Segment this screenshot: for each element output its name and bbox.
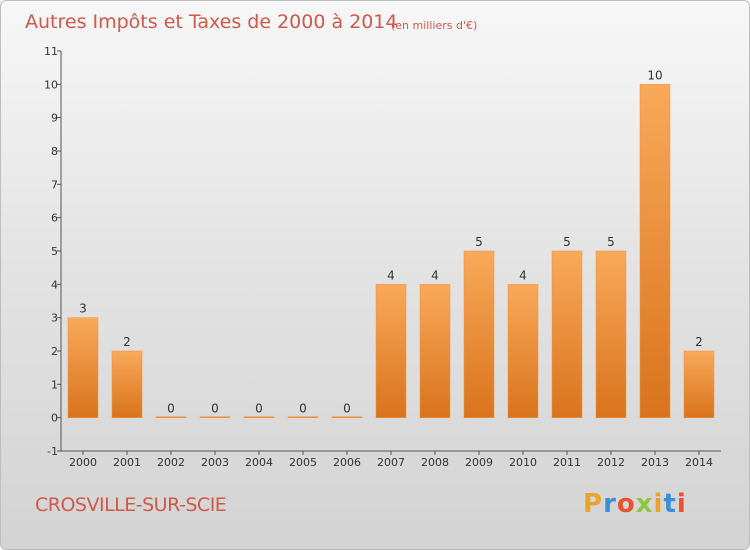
x-tick-label: 2009 xyxy=(465,456,493,469)
logo-letter: i xyxy=(653,489,664,519)
bar-value-label: 0 xyxy=(211,402,219,416)
bars-group: 3 2 0 0 0 0 0 4 4 5 4 5 5 10 2 xyxy=(67,68,715,418)
x-tick-label: 2011 xyxy=(553,456,581,469)
bar-2011 xyxy=(551,250,583,418)
bar-value-label: 0 xyxy=(167,402,175,416)
bar-value-label: 5 xyxy=(607,235,615,249)
proxiti-logo[interactable]: Proxiti xyxy=(583,489,687,519)
x-tick-label: 2010 xyxy=(509,456,537,469)
logo-letter: r xyxy=(603,489,617,519)
y-tick-label: 0 xyxy=(51,412,58,425)
y-tick-label: 8 xyxy=(51,145,58,158)
x-tick-label: 2003 xyxy=(201,456,229,469)
y-tick-label: 11 xyxy=(44,45,58,58)
bar-value-label: 0 xyxy=(343,402,351,416)
bar-2005 xyxy=(287,416,319,418)
y-tick-label: 9 xyxy=(51,112,58,125)
bar-2012 xyxy=(595,250,627,418)
logo-letter: i xyxy=(676,489,687,519)
chart-unit: (en milliers d'€) xyxy=(391,19,477,32)
bar-value-label: 4 xyxy=(519,268,527,282)
y-tick-label: 5 xyxy=(51,245,58,258)
chart-title: Autres Impôts et Taxes de 2000 à 2014 xyxy=(25,11,398,33)
bar-value-label: 10 xyxy=(647,68,662,82)
bar-2007 xyxy=(375,284,407,418)
y-tick-label: 1 xyxy=(51,378,58,391)
y-tick-label: -1 xyxy=(47,445,58,458)
y-tick-label: 10 xyxy=(44,78,58,91)
bar-value-label: 2 xyxy=(695,335,703,349)
bar-value-label: 4 xyxy=(387,268,395,282)
x-tick-label: 2007 xyxy=(377,456,405,469)
bar-2001 xyxy=(111,350,143,418)
x-tick-label: 2012 xyxy=(597,456,625,469)
x-tick-label: 2004 xyxy=(245,456,273,469)
y-tick-label: 2 xyxy=(51,345,58,358)
bar-value-label: 5 xyxy=(563,235,571,249)
bar-2008 xyxy=(419,284,451,418)
logo-letter: P xyxy=(583,489,604,519)
y-tick-label: 3 xyxy=(51,312,58,325)
y-tick-label: 6 xyxy=(51,212,58,225)
bar-2004 xyxy=(243,416,275,418)
x-tick-label: 2001 xyxy=(113,456,141,469)
x-tick-label: 2000 xyxy=(69,456,97,469)
bar-2013 xyxy=(639,84,671,418)
bar-2000 xyxy=(67,317,99,418)
y-tick-label: 7 xyxy=(51,178,58,191)
x-tick-label: 2005 xyxy=(289,456,317,469)
bar-value-label: 2 xyxy=(123,335,131,349)
bar-2009 xyxy=(463,250,495,418)
bar-2006 xyxy=(331,416,363,418)
y-tick-label: 4 xyxy=(51,278,58,291)
logo-letter: t xyxy=(663,489,677,519)
x-tick-label: 2006 xyxy=(333,456,361,469)
x-tick-label: 2008 xyxy=(421,456,449,469)
bar-2002 xyxy=(155,416,187,418)
bar-2014 xyxy=(683,350,715,418)
x-tick-label: 2002 xyxy=(157,456,185,469)
bar-value-label: 3 xyxy=(79,302,87,316)
logo-letter: x xyxy=(635,489,654,519)
logo-letter: o xyxy=(616,489,636,519)
bar-2003 xyxy=(199,416,231,418)
bar-value-label: 4 xyxy=(431,268,439,282)
bar-value-label: 5 xyxy=(475,235,483,249)
bar-value-label: 0 xyxy=(255,402,263,416)
bar-2010 xyxy=(507,284,539,418)
bar-value-label: 0 xyxy=(299,402,307,416)
x-tick-label: 2014 xyxy=(685,456,713,469)
x-tick-label: 2013 xyxy=(641,456,669,469)
town-name: CROSVILLE-SUR-SCIE xyxy=(35,494,227,516)
